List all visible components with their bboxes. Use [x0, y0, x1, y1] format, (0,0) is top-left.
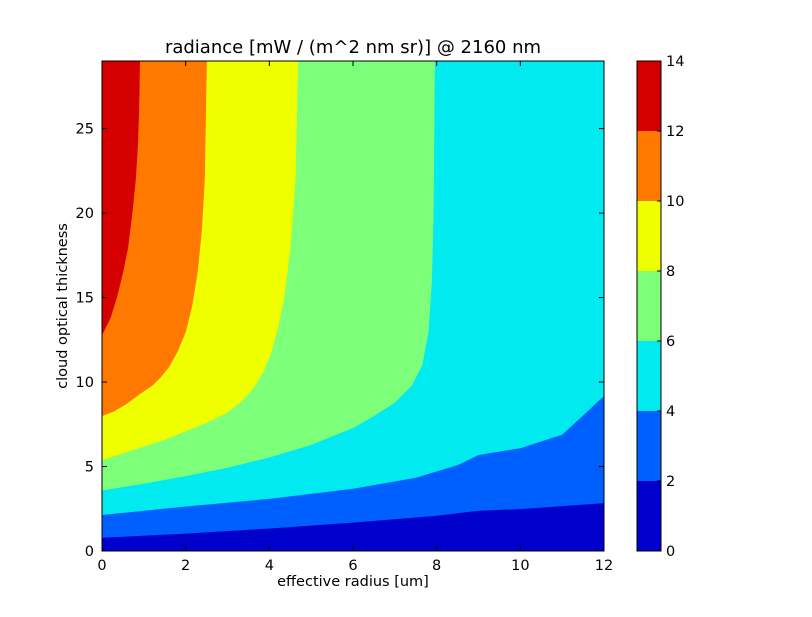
- x-tick-label: 12: [595, 558, 613, 574]
- colorbar-swatch-6-8: [637, 271, 661, 341]
- y-tick-label: 15: [76, 291, 94, 307]
- colorbar-tick-label: 6: [666, 334, 675, 350]
- x-tick-label: 8: [432, 558, 441, 574]
- y-tick-label: 5: [85, 460, 94, 476]
- colorbar-tick-label: 12: [666, 124, 684, 140]
- colorbar-swatch-4-6: [637, 341, 661, 411]
- colorbar-tick-label: 0: [666, 544, 675, 560]
- x-tick-label: 4: [265, 558, 274, 574]
- colorbar-tick-label: 10: [666, 194, 684, 210]
- y-tick-label: 25: [76, 122, 94, 138]
- y-tick-label: 20: [76, 206, 94, 222]
- x-tick-label: 0: [97, 558, 106, 574]
- x-axis-ticks: 0 2 4 6 8 10 12: [97, 61, 613, 574]
- colorbar-tick-label: 4: [666, 404, 675, 420]
- contour-fills: [101, 60, 605, 551]
- colorbar: 0 2 4 6 8 10 12 14: [636, 54, 684, 560]
- colorbar-swatch-8-10: [637, 201, 661, 271]
- colorbar-swatch-0-2: [637, 481, 661, 551]
- x-tick-label: 10: [511, 558, 529, 574]
- y-tick-label: 10: [76, 375, 94, 391]
- x-tick-label: 6: [348, 558, 357, 574]
- x-axis-label: effective radius [um]: [277, 574, 429, 590]
- colorbar-swatch-2-4: [637, 411, 661, 481]
- x-tick-label: 2: [181, 558, 190, 574]
- colorbar-border: [636, 60, 662, 552]
- colorbar-swatch-10-12: [637, 131, 661, 201]
- colorbar-tick-label: 14: [666, 54, 684, 70]
- chart-title: radiance [mW / (m^2 nm sr)] @ 2160 nm: [165, 37, 541, 58]
- y-axis-ticks: 0 5 10 15 20 25: [76, 122, 604, 560]
- y-tick-label: 0: [85, 544, 94, 560]
- colorbar-tick-label: 2: [666, 474, 675, 490]
- colorbar-swatch-12-14: [637, 61, 661, 131]
- y-axis-label: cloud optical thickness: [55, 223, 71, 389]
- colorbar-tick-label: 8: [666, 264, 675, 280]
